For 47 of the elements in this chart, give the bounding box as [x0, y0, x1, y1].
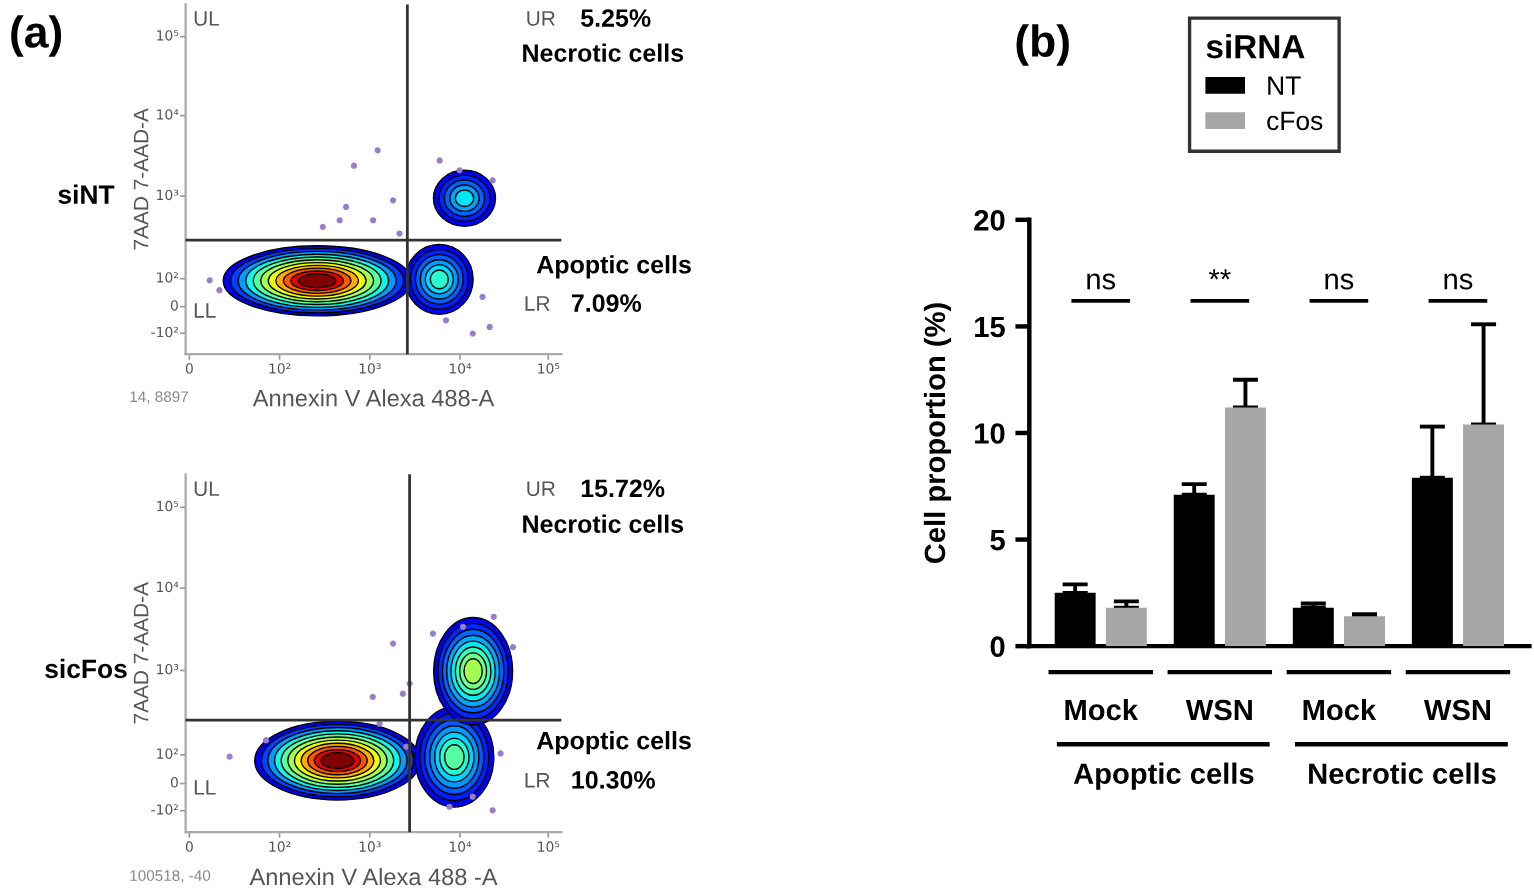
text: (a): [11, 15, 62, 57]
bar: [1463, 424, 1505, 647]
annotation: ns: [1087, 273, 1116, 290]
text: Necrotic cells: [523, 514, 684, 533]
text: 15.72%: [581, 479, 665, 498]
chart-title: (b): [1016, 24, 1069, 66]
legend-title: siRNA: [1206, 34, 1305, 59]
text: Annexin V Alexa 488-A: [252, 389, 495, 407]
text: UR: [527, 481, 555, 497]
text: Necrotic cells: [523, 43, 684, 62]
x-tick-label: WSN: [1185, 699, 1252, 721]
annotation: ns: [1325, 273, 1354, 290]
text: 7AAD 7-AAD-A: [133, 108, 149, 250]
x-tick-label: Mock: [1065, 698, 1139, 721]
annotation: ns: [1444, 273, 1473, 290]
text: Necrotic cells: [1309, 762, 1496, 784]
text: 7.09%: [571, 294, 642, 312]
text: UR: [527, 11, 555, 26]
text: Annexin V Alexa 488 -A: [249, 867, 498, 886]
legend-label: cFos: [1267, 111, 1323, 131]
text: LL: [194, 303, 216, 318]
y-axis-title: Cell proportion (%): [923, 303, 952, 564]
x-tick-label: Mock: [1303, 698, 1377, 721]
text: LR: [525, 296, 550, 311]
bar: [1344, 616, 1385, 647]
text: Apoptic cells: [1073, 762, 1254, 790]
y-tick-label: 0: [990, 636, 1005, 657]
legend-label: NT: [1268, 76, 1301, 95]
text: UL: [194, 481, 220, 497]
y-tick-label: 5: [990, 530, 1005, 551]
text: Apoptic cells: [536, 255, 691, 279]
y-tick-label: 15: [975, 316, 1005, 338]
annotation: **: [1208, 269, 1231, 280]
text: siNT: [58, 184, 115, 204]
y-tick-label: 10: [975, 423, 1005, 444]
y-tick-label: 20: [974, 210, 1005, 231]
text: 7AAD 7-AAD-A: [133, 582, 149, 724]
bar: [1105, 607, 1147, 647]
bar: [1224, 407, 1266, 647]
x-tick-label: WSN: [1423, 699, 1491, 721]
text: 5.25%: [581, 9, 651, 27]
text: LR: [525, 773, 550, 788]
text: Apoptic cells: [536, 731, 691, 755]
text: LL: [194, 780, 216, 795]
text: 10.30%: [572, 771, 655, 789]
text: UL: [194, 11, 220, 26]
text: sicFos: [45, 658, 127, 679]
